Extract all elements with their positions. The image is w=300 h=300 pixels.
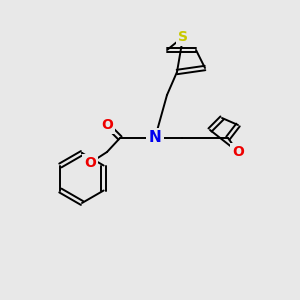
Text: O: O: [101, 118, 113, 132]
Text: O: O: [232, 145, 244, 159]
Text: N: N: [148, 130, 161, 146]
Text: S: S: [178, 30, 188, 44]
Text: O: O: [84, 156, 96, 170]
